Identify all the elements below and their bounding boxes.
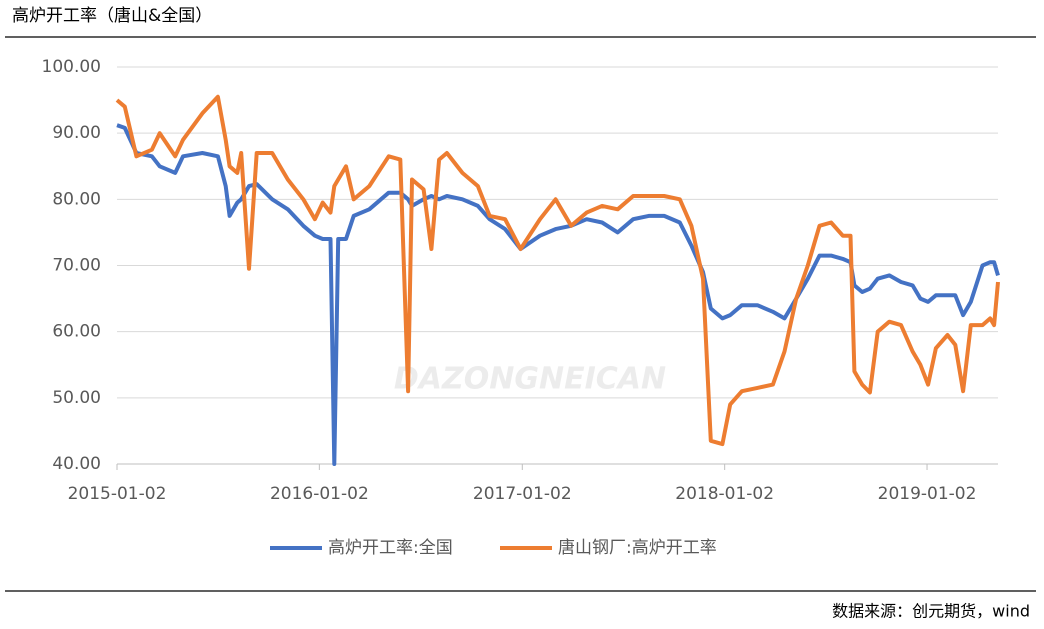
- x-tick-label: 2017-01-02: [473, 484, 572, 504]
- y-tick-label: 90.00: [52, 123, 101, 143]
- series-line: [115, 94, 1000, 447]
- series-line: [116, 123, 1000, 466]
- legend-label: 唐山钢厂:高炉开工率: [558, 537, 717, 558]
- y-tick-label: 100.00: [42, 57, 101, 77]
- y-tick-label: 60.00: [52, 322, 101, 342]
- y-tick-label: 40.00: [52, 454, 101, 474]
- y-tick-label: 80.00: [52, 189, 101, 209]
- y-tick-label: 70.00: [52, 256, 101, 276]
- y-tick-label: 50.00: [52, 388, 101, 408]
- x-tick-label: 2015-01-02: [68, 484, 167, 504]
- x-tick-label: 2018-01-02: [675, 484, 774, 504]
- legend-label: 高炉开工率:全国: [328, 538, 453, 558]
- x-tick-label: 2019-01-02: [878, 484, 977, 504]
- x-tick-label: 2016-01-02: [270, 484, 369, 504]
- page-title: 高炉开工率（唐山&全国）: [12, 5, 212, 26]
- watermark: DAZONGNEICAN: [394, 362, 666, 397]
- source-note: 数据来源：创元期货，wind: [832, 602, 1030, 621]
